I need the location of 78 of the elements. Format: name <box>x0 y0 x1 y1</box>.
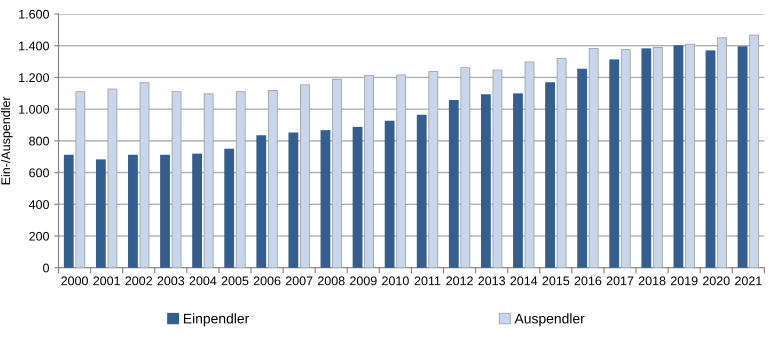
bar <box>256 135 266 268</box>
bar <box>738 46 748 268</box>
bar <box>192 154 202 268</box>
x-tick-label: 2004 <box>190 276 216 286</box>
y-tick-label: 1.000 <box>19 104 49 114</box>
x-tick-label: 2021 <box>735 276 762 286</box>
bar <box>673 45 684 268</box>
legend-label: Auspendler <box>514 313 585 326</box>
bar <box>556 58 567 268</box>
bar <box>204 93 214 268</box>
x-tick-label: 2011 <box>414 276 440 286</box>
bar <box>128 154 138 268</box>
bar <box>460 67 470 268</box>
bar <box>749 34 760 268</box>
x-tick-label: 2002 <box>125 276 152 286</box>
y-tick-label: 800 <box>29 136 49 146</box>
bar <box>588 48 599 268</box>
bar <box>268 90 278 268</box>
y-tick-label: 1.400 <box>19 42 49 50</box>
x-tick-label: 2019 <box>670 276 698 286</box>
bar <box>706 50 716 268</box>
bar <box>224 148 234 268</box>
bar <box>513 93 523 268</box>
x-tick-label: 2001 <box>93 276 120 286</box>
bar <box>140 82 150 268</box>
bar <box>236 91 246 268</box>
bar <box>416 114 427 268</box>
bar <box>524 61 534 268</box>
x-tick-label: 2007 <box>286 276 312 286</box>
bar <box>107 88 118 268</box>
x-tick-label: 2017 <box>606 276 634 286</box>
x-tick-label: 2009 <box>350 276 377 286</box>
x-tick-label: 2014 <box>510 276 538 286</box>
bar <box>396 74 406 268</box>
bar <box>480 94 491 268</box>
bar <box>332 78 342 268</box>
bar <box>545 82 555 268</box>
y-tick-label: 200 <box>29 232 49 241</box>
x-tick-label: 2003 <box>158 276 184 286</box>
bar <box>448 100 459 268</box>
legend-label: Einpendler <box>184 313 249 326</box>
x-tick-label: 2006 <box>254 276 280 286</box>
y-tick-label: 600 <box>29 168 49 178</box>
bar <box>75 91 86 268</box>
y-tick-label: 0 <box>43 264 49 272</box>
bar <box>492 70 502 268</box>
bar <box>384 120 395 268</box>
bar <box>685 44 695 268</box>
bar <box>160 154 170 268</box>
bar <box>652 47 663 268</box>
y-tick-label: 400 <box>28 200 49 209</box>
bar <box>320 130 330 268</box>
bar <box>364 74 374 268</box>
bar <box>577 68 588 268</box>
x-tick-label: 2013 <box>478 276 506 286</box>
y-tick-label: 1.600 <box>19 10 49 19</box>
bar <box>620 49 631 268</box>
y-axis-title: Ein-/Auspendler <box>0 96 13 184</box>
bar <box>172 91 182 268</box>
bar <box>64 154 74 268</box>
x-tick-label: 2005 <box>222 276 248 286</box>
x-tick-label: 2020 <box>702 276 730 286</box>
x-tick-label: 2016 <box>574 276 602 286</box>
bar <box>428 71 438 268</box>
bar <box>717 37 727 268</box>
bar <box>300 84 310 268</box>
x-tick-label: 2018 <box>638 276 666 286</box>
bar <box>288 132 298 268</box>
y-tick-label: 1.200 <box>19 73 49 82</box>
x-tick-label: 2012 <box>446 276 473 286</box>
bar <box>96 159 106 268</box>
x-tick-label: 2008 <box>318 276 345 286</box>
bar <box>641 48 652 268</box>
x-tick-label: 2015 <box>542 276 570 286</box>
bar <box>609 59 620 268</box>
x-tick-label: 2000 <box>61 276 88 286</box>
x-tick-label: 2010 <box>382 276 409 286</box>
bar <box>352 126 362 268</box>
